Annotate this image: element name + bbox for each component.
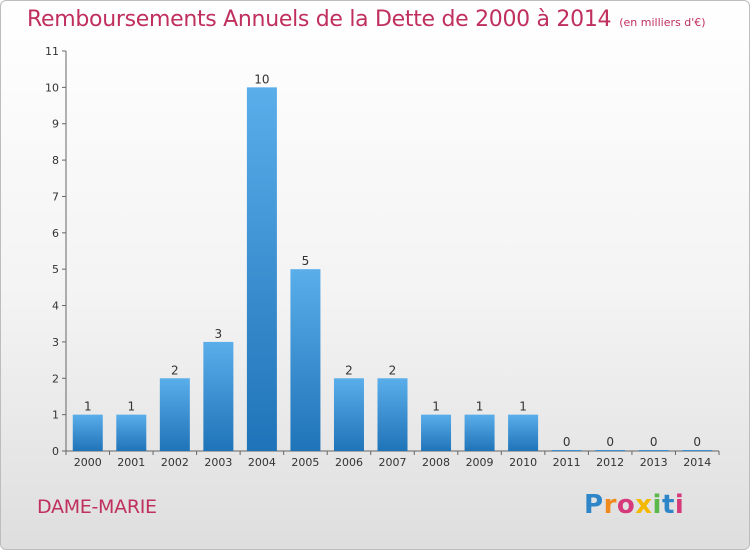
bar [333,378,364,451]
x-tick-label: 2010 [509,456,537,469]
y-tick-label: 11 [45,45,59,58]
x-tick-label: 2013 [640,456,668,469]
logo-letter: i [652,490,662,520]
bar [551,450,582,451]
y-tick-label: 4 [52,300,59,313]
x-tick-label: 2009 [466,456,494,469]
x-tick-label: 2000 [74,456,102,469]
y-tick-label: 0 [52,445,59,458]
bar [464,414,495,451]
x-tick-label: 2003 [204,456,232,469]
bar-value-label: 1 [432,400,440,414]
x-tick-label: 2004 [248,456,276,469]
bar [421,414,452,451]
bar-value-label: 3 [215,327,223,341]
y-tick-label: 3 [52,336,59,349]
commune-name: DAME-MARIE [37,496,157,518]
proxiti-logo[interactable]: Proxiti [584,490,684,520]
bar-value-label: 0 [693,435,701,449]
x-tick-label: 2007 [379,456,407,469]
bar-value-label: 0 [563,435,571,449]
bar [246,87,277,451]
bar [116,414,147,451]
chart-title-text: Remboursements Annuels de la Dette de 20… [27,7,612,32]
logo-letter: x [635,490,653,520]
y-tick-label: 7 [52,190,59,203]
x-tick-label: 2008 [422,456,450,469]
chart-unit: (en milliers d'€) [619,16,706,29]
bar-value-label: 1 [127,400,135,414]
bar [159,378,190,451]
bar [638,450,669,451]
bar-value-label: 0 [606,435,614,449]
x-tick-label: 2002 [161,456,189,469]
bar-value-label: 2 [171,363,179,377]
logo-letter: o [616,490,636,520]
y-tick-label: 2 [52,372,59,385]
bar [72,414,103,451]
logo-letter: r [603,490,617,520]
bar-value-label: 1 [84,400,92,414]
bar [595,450,626,451]
bar [290,269,321,451]
x-tick-label: 2012 [596,456,624,469]
bar-value-label: 10 [254,72,269,86]
bar-value-label: 2 [345,363,353,377]
logo-letter: t [661,490,675,520]
x-tick-label: 2014 [683,456,711,469]
x-tick-label: 2005 [291,456,319,469]
y-tick-label: 6 [52,227,59,240]
bar [377,378,408,451]
bar [203,341,234,451]
chart-title: Remboursements Annuels de la Dette de 20… [27,7,706,32]
bar [508,414,539,451]
y-tick-label: 10 [45,81,59,94]
y-tick-label: 9 [52,118,59,131]
bar-value-label: 2 [389,363,397,377]
x-tick-label: 2011 [553,456,581,469]
bar-value-label: 0 [650,435,658,449]
y-tick-label: 5 [52,263,59,276]
x-tick-label: 2006 [335,456,363,469]
logo-letter: P [584,490,604,520]
bar-value-label: 1 [476,400,484,414]
bar-value-label: 1 [519,400,527,414]
bar-value-label: 5 [302,254,310,268]
bar [682,450,713,451]
x-tick-label: 2001 [117,456,145,469]
logo-letter: i [674,490,685,520]
y-tick-label: 8 [52,154,59,167]
y-tick-label: 1 [52,409,59,422]
